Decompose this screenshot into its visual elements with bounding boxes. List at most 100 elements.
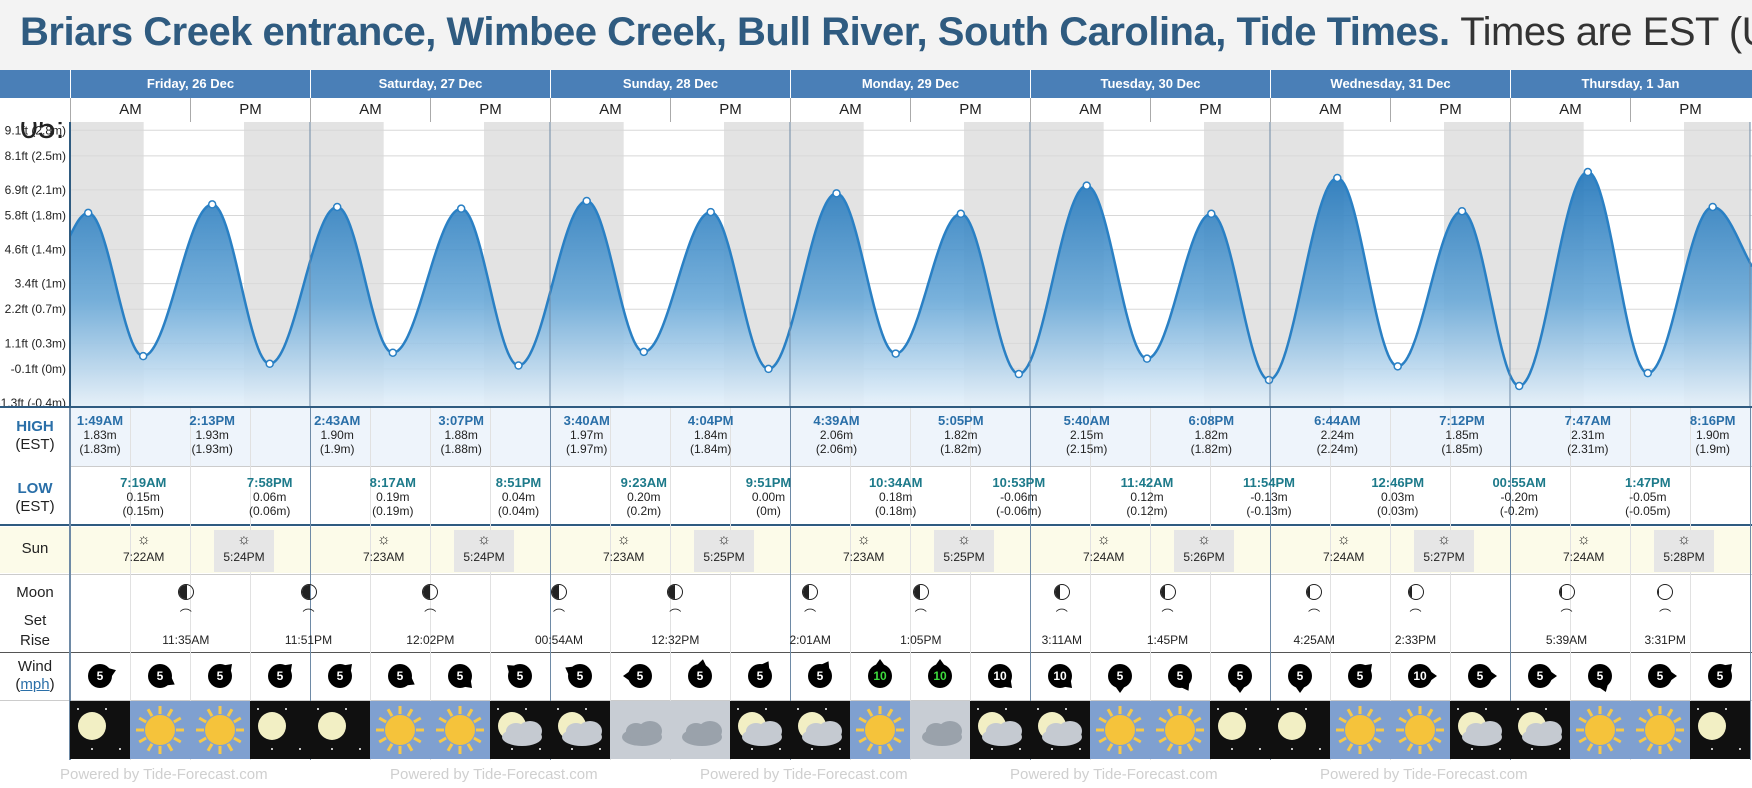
day-header: Monday, 29 Dec — [790, 70, 1030, 98]
wind-arrow-head — [820, 658, 833, 670]
star — [977, 708, 979, 710]
wind-direction-arrow — [623, 671, 657, 681]
separator-thin — [0, 652, 1752, 653]
sunset-time: 5:24PM — [463, 550, 505, 564]
weather-graphic — [1037, 708, 1082, 750]
timezone-note: Times are EST (UTC- — [1460, 10, 1752, 54]
powered-by-text: Powered by Tide-Forecast.com — [60, 766, 268, 783]
high-tide-height: 1.93m — [195, 428, 229, 442]
sunset-time: 5:25PM — [703, 550, 745, 564]
sunrise-time: 7:23AM — [363, 550, 405, 564]
sun-ray — [233, 716, 242, 724]
sun-ray — [1366, 708, 1374, 717]
sun-ray — [1338, 736, 1347, 744]
weather-sun-icon — [1090, 701, 1150, 759]
sun-ray — [866, 708, 874, 717]
sun-disc — [1405, 715, 1435, 745]
sun-ray — [1406, 708, 1414, 717]
wind-speed-icon: 5 — [1348, 664, 1372, 688]
wind-unit-link[interactable]: (mph) — [15, 676, 55, 693]
wind-arrow-head — [1363, 660, 1376, 673]
star — [345, 708, 347, 710]
sun-ray — [1193, 736, 1202, 744]
high-tide-height-paren: (2.15m) — [1066, 442, 1108, 456]
moon-time: 00:54AM — [534, 633, 584, 647]
powered-by-text: Powered by Tide-Forecast.com — [390, 766, 598, 783]
day-header: Tuesday, 30 Dec — [1030, 70, 1270, 98]
moon-shade — [1559, 585, 1562, 599]
weather-graphic — [136, 706, 184, 754]
star — [585, 708, 587, 710]
column-line — [610, 408, 611, 760]
sun-ray — [1098, 736, 1107, 744]
wind-speed-icon: 10 — [1048, 664, 1072, 688]
sun-ray — [1673, 716, 1682, 724]
weather-cloud-icon — [610, 701, 670, 759]
column-line — [1210, 408, 1211, 760]
sunrise-time: 7:22AM — [123, 550, 165, 564]
weather-graphic — [737, 708, 782, 750]
column-line — [1090, 408, 1091, 760]
moon-time: 3:31PM — [1644, 633, 1686, 647]
am-label: AM — [550, 98, 670, 122]
star — [599, 748, 601, 750]
wind-arrow-head — [623, 671, 630, 681]
separator-thin — [0, 574, 1752, 575]
sun-ray — [226, 743, 234, 752]
low-tide-height-paren: (0.12m) — [1126, 504, 1168, 518]
separator-thin — [0, 700, 1752, 701]
wind-arrow-head — [1670, 671, 1677, 681]
star — [497, 708, 499, 710]
high-tide: 4:39AM 2.06m (2.06m) — [807, 414, 867, 457]
low-tz-label: (EST) — [15, 498, 55, 515]
sun-disc — [1585, 715, 1615, 745]
sun-ray — [1346, 743, 1354, 752]
weather-graphic — [1096, 706, 1144, 754]
sun-ray — [466, 743, 474, 752]
tide-extreme-point — [1014, 369, 1024, 379]
weather-sun-icon — [1630, 701, 1690, 759]
low-tide-height: 0.20m — [627, 490, 661, 504]
high-tide-height-paren: (1.82m) — [940, 442, 982, 456]
moon-phase-icon — [802, 584, 819, 600]
low-tide-height: -0.20m — [1500, 490, 1538, 504]
am-label: AM — [70, 98, 190, 122]
sunset: ☼ 5:28PM — [1654, 530, 1714, 572]
sun-ray — [1106, 743, 1114, 752]
sun-ray — [1666, 743, 1674, 752]
mph-link[interactable]: mph — [20, 676, 50, 693]
sunrise-icon: ☼ — [616, 531, 631, 548]
moon-label: Moon — [16, 584, 54, 601]
weather-cloud-icon — [670, 701, 730, 759]
low-tide-height: 0.06m — [253, 490, 287, 504]
left-column-line — [69, 408, 70, 760]
sunrise-time: 7:23AM — [843, 550, 885, 564]
sun-ray — [1613, 716, 1622, 724]
y-tick-label: 2.2ft (0.7m) — [5, 302, 66, 316]
y-tick-label: -0.1ft (0m) — [11, 362, 66, 376]
high-tide-height: 1.88m — [444, 428, 478, 442]
wind-speed-icon: 5 — [88, 664, 112, 688]
column-line — [910, 408, 911, 760]
sun-ray — [206, 743, 214, 752]
low-tide-height: 0.19m — [376, 490, 410, 504]
star — [1531, 748, 1533, 750]
star — [1559, 748, 1561, 750]
sunrise-icon: ☼ — [1336, 531, 1351, 548]
wind-arrow-head — [1490, 671, 1497, 681]
sunrise-time: 7:24AM — [1323, 550, 1365, 564]
moon-disc — [258, 712, 286, 740]
wind-speed-icon: 5 — [808, 664, 832, 688]
weather-graphic — [797, 708, 842, 750]
wind-speed-icon: 5 — [1228, 664, 1252, 688]
moon-horizon-icon: ⌒ — [552, 608, 565, 622]
weather-moon-cloud-icon — [1510, 701, 1570, 759]
high-tide-height-paren: (1.9m) — [1695, 442, 1731, 456]
sun-ray — [893, 716, 902, 724]
sun-ray — [1166, 743, 1174, 752]
star — [1319, 748, 1321, 750]
sun-ray — [1433, 736, 1442, 744]
sun-ray — [858, 716, 867, 724]
low-tide-height-paren: (0.2m) — [626, 504, 662, 518]
sun-ray — [206, 708, 214, 717]
